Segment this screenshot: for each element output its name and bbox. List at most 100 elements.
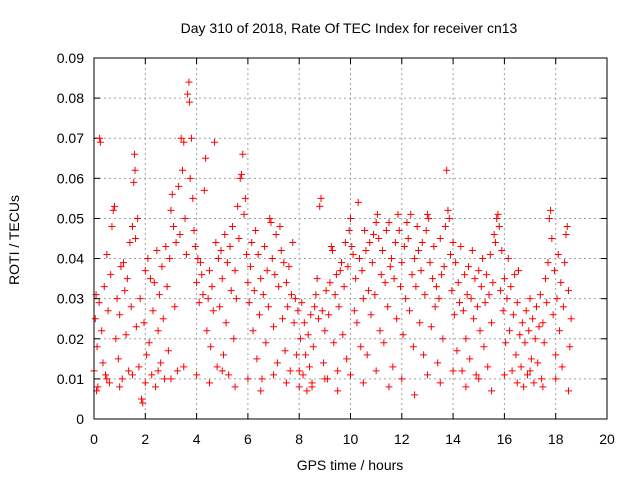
data-point <box>212 239 220 247</box>
data-point <box>262 339 270 347</box>
data-point <box>523 371 531 379</box>
data-point <box>544 259 552 267</box>
data-point <box>388 255 396 263</box>
data-point <box>399 331 407 339</box>
data-point <box>170 222 178 230</box>
data-point <box>299 371 307 379</box>
data-point <box>521 339 529 347</box>
data-point <box>377 271 385 279</box>
data-point <box>548 235 556 242</box>
y-tick-label: 0.08 <box>57 90 84 106</box>
data-point <box>261 243 269 251</box>
data-point <box>222 319 230 327</box>
data-point <box>359 295 367 303</box>
data-point <box>440 263 448 271</box>
data-point <box>252 226 260 234</box>
x-tick-label: 16 <box>497 431 513 447</box>
data-point <box>444 206 452 214</box>
data-point <box>112 335 120 343</box>
data-point <box>357 343 365 351</box>
data-point <box>227 287 235 295</box>
data-point <box>404 235 412 242</box>
data-point <box>366 239 374 247</box>
data-point <box>291 295 299 303</box>
data-point <box>409 343 417 351</box>
data-point <box>464 263 472 271</box>
data-point <box>253 355 261 363</box>
data-point <box>214 255 222 263</box>
data-point <box>172 239 180 247</box>
data-point <box>180 363 188 371</box>
data-point <box>311 303 319 311</box>
data-point <box>353 319 361 327</box>
data-point <box>552 375 560 383</box>
data-point <box>153 247 161 255</box>
data-point <box>305 363 313 371</box>
data-point <box>456 299 464 307</box>
data-point <box>102 371 110 379</box>
data-point <box>220 351 228 359</box>
data-point <box>453 347 461 355</box>
grid-lines <box>94 58 607 419</box>
data-point <box>497 287 505 295</box>
data-point <box>246 263 254 271</box>
data-point <box>341 239 349 247</box>
data-point <box>314 315 322 323</box>
data-point <box>164 347 172 355</box>
data-point <box>486 251 494 259</box>
data-point <box>335 303 343 311</box>
data-point <box>264 303 272 311</box>
x-axis-label: GPS time / hours <box>297 457 404 473</box>
data-point <box>398 375 406 383</box>
data-point <box>318 307 326 315</box>
data-point <box>526 295 534 303</box>
data-point <box>231 383 239 391</box>
y-tick-label: 0.05 <box>57 210 84 226</box>
data-point <box>116 311 124 319</box>
data-point <box>270 323 278 331</box>
data-point <box>259 291 267 299</box>
data-point <box>203 327 211 335</box>
data-point <box>199 291 207 299</box>
data-point <box>162 243 170 251</box>
data-point <box>413 222 421 230</box>
data-point <box>281 347 289 355</box>
data-point <box>358 267 366 275</box>
data-point <box>467 295 475 303</box>
data-point <box>295 383 303 391</box>
data-point <box>223 259 231 267</box>
data-point <box>163 283 171 291</box>
data-point <box>513 379 521 387</box>
data-point <box>229 222 237 230</box>
data-point <box>143 351 151 359</box>
data-point <box>148 371 156 379</box>
data-point <box>417 267 425 275</box>
data-point <box>466 355 474 363</box>
data-point <box>344 263 352 271</box>
data-point <box>539 383 547 391</box>
data-point <box>434 359 442 367</box>
data-point <box>423 371 431 379</box>
data-point <box>448 287 456 295</box>
data-point <box>326 279 334 287</box>
data-point <box>340 283 348 291</box>
data-point <box>244 375 252 383</box>
data-point <box>96 138 104 146</box>
data-point <box>557 279 565 287</box>
data-point <box>449 239 457 247</box>
data-point <box>322 287 330 295</box>
data-point <box>236 174 244 182</box>
data-point <box>167 375 175 383</box>
data-point <box>226 243 234 251</box>
data-point <box>489 279 497 287</box>
data-point <box>512 351 520 359</box>
data-point <box>128 222 136 230</box>
data-point <box>279 315 287 323</box>
data-point <box>375 235 383 242</box>
data-point <box>141 267 149 275</box>
data-point <box>436 379 444 387</box>
data-point <box>211 138 219 146</box>
data-point <box>161 375 169 383</box>
data-point <box>334 367 342 375</box>
data-point <box>325 311 333 319</box>
